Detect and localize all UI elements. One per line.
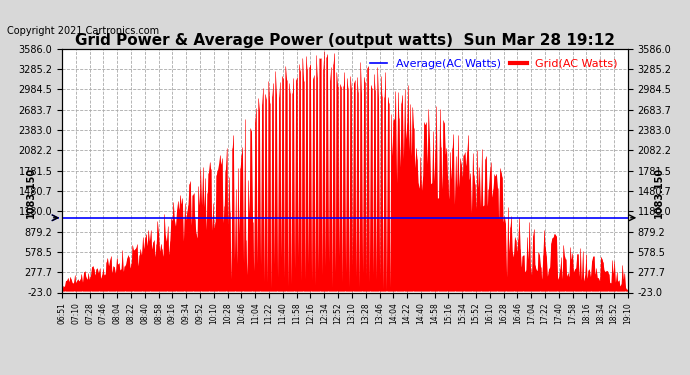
Text: 1083.150: 1083.150 xyxy=(26,166,36,218)
Text: Copyright 2021 Cartronics.com: Copyright 2021 Cartronics.com xyxy=(7,26,159,36)
Legend: Average(AC Watts), Grid(AC Watts): Average(AC Watts), Grid(AC Watts) xyxy=(366,54,622,73)
Title: Grid Power & Average Power (output watts)  Sun Mar 28 19:12: Grid Power & Average Power (output watts… xyxy=(75,33,615,48)
Text: 1083.150: 1083.150 xyxy=(654,166,664,218)
